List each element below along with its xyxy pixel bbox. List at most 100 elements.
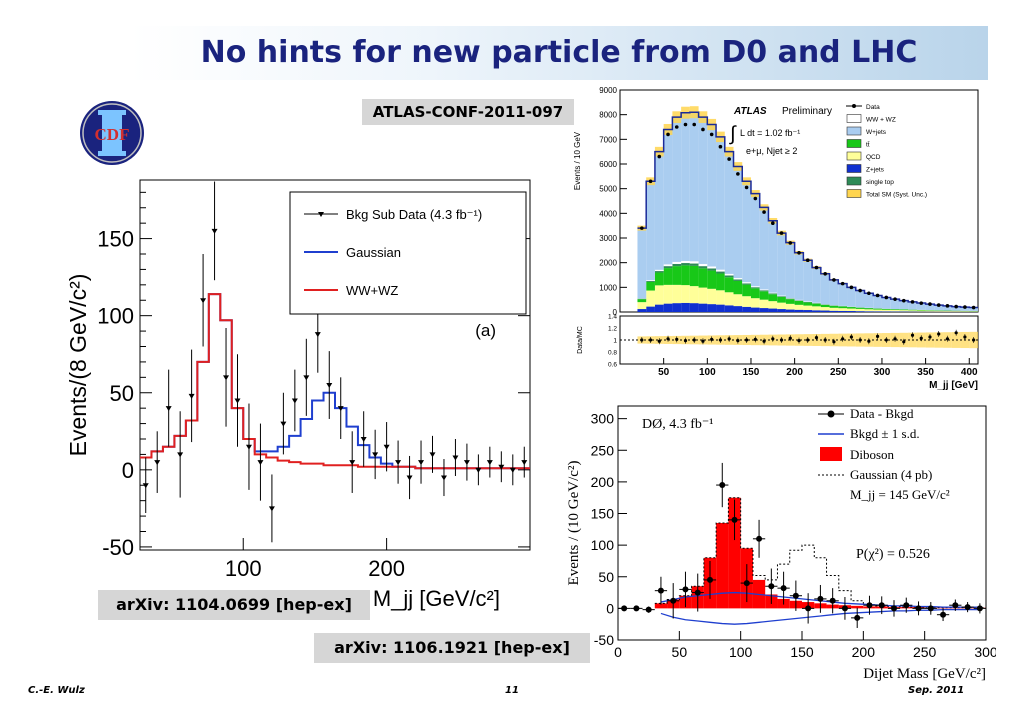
cdf-data-point [211, 228, 218, 234]
d0-data-point [927, 605, 934, 612]
atlas-ytick-label: 5000 [599, 185, 617, 194]
atlas-data-point [718, 144, 723, 149]
d0-data-point [645, 606, 652, 613]
cdf-data-point [360, 437, 367, 442]
atlas-ratio-ytick-label: 0.6 [608, 362, 617, 369]
atlas-data-point [919, 301, 924, 305]
atlas-stack-bar [759, 291, 769, 300]
cdf-data-point [200, 298, 207, 304]
atlas-stack-bar [873, 308, 882, 310]
atlas-stack-bar [698, 287, 708, 304]
atlas-stack-bar [681, 302, 690, 312]
atlas-stack-bar [707, 288, 717, 305]
d0-ytick-label: 100 [591, 537, 615, 553]
atlas-reference-label: ATLAS-CONF-2011-097 [362, 99, 574, 125]
atlas-stack-bar [716, 136, 725, 270]
cdf-ytick-label: 100 [97, 304, 134, 329]
cdf-data-point [509, 467, 516, 473]
atlas-stack-bar [689, 286, 699, 304]
atlas-stack-bar [951, 311, 961, 312]
cdf-chart: -50 0 50 100 150 100 200 Events/(8 GeV/c²) M_jj … [65, 179, 531, 611]
atlas-ratio-point [841, 337, 845, 341]
cdf-data-point [418, 460, 425, 466]
d0-data-point [829, 597, 836, 604]
atlas-legend-swatch [846, 164, 862, 173]
atlas-data-point [840, 281, 845, 286]
atlas-ratio-point [657, 339, 661, 343]
cdf-y-axis-label: Events/(8 GeV/c²) [65, 274, 91, 457]
atlas-stack-bar [785, 298, 795, 299]
atlas-data-point [805, 258, 810, 262]
atlas-ratio-point [928, 335, 932, 339]
atlas-stack-bar [794, 300, 804, 301]
atlas-stack-bar [698, 266, 708, 269]
atlas-legend-swatch [846, 126, 862, 136]
atlas-stack-bar [716, 271, 725, 274]
atlas-stack-bar [672, 303, 682, 312]
atlas-data-point [736, 172, 740, 176]
d0-legend-data-label: Data - Bkgd [850, 406, 914, 421]
atlas-ratio-point [937, 332, 941, 336]
atlas-stack-bar [881, 297, 891, 309]
d0-gaussian-series [654, 497, 986, 609]
atlas-data-point [648, 179, 653, 184]
atlas-ratio-point [779, 338, 784, 342]
logo-pillar-base [98, 151, 126, 156]
atlas-stack-bar [873, 311, 882, 312]
cdf-data-point [142, 483, 149, 489]
atlas-stack-bar [750, 287, 760, 289]
d0-data-point [915, 605, 922, 612]
atlas-stack-bar [733, 294, 743, 307]
d0-data-point [719, 482, 726, 489]
d0-ytick-label: 0 [606, 600, 614, 616]
atlas-stack-bar [943, 311, 952, 312]
d0-legend-diboson-label: Diboson [850, 447, 895, 462]
atlas-legend-swatch [846, 114, 862, 123]
atlas-stack-bar [716, 273, 725, 291]
atlas-stack-bar [925, 310, 935, 312]
atlas-stack-bar [908, 310, 917, 312]
d0-data-point [633, 605, 640, 612]
atlas-stack-bar [637, 299, 647, 303]
atlas-ratio-point [919, 336, 923, 340]
atlas-stack-bar [838, 306, 848, 309]
atlas-ytick-label: 7000 [599, 135, 617, 144]
atlas-stack-bar [768, 292, 778, 294]
d0-data-point [657, 587, 664, 594]
cdf-legend-gaussian-label: Gaussian [346, 245, 401, 260]
atlas-data-point [945, 304, 950, 308]
atlas-data-point [727, 157, 731, 161]
d0-data-point [694, 589, 701, 596]
d0-data-point [805, 605, 812, 612]
atlas-stack-bar [890, 309, 900, 312]
atlas-stack-bar [646, 181, 655, 281]
atlas-stack-bar [777, 302, 786, 310]
atlas-data-point [936, 303, 941, 307]
atlas-stack-bar [716, 269, 725, 272]
cdf-data-point [280, 421, 287, 427]
atlas-data-point [875, 293, 880, 298]
d0-y-axis-label: Events / (10 GeV/c²) [566, 461, 582, 586]
atlas-stack-bar [838, 283, 848, 306]
cdf-data-point [291, 398, 298, 404]
atlas-stack-bar [733, 306, 743, 312]
atlas-data-point [744, 185, 749, 190]
d0-xtick-label: 150 [790, 644, 814, 660]
atlas-stack-bar [654, 271, 664, 273]
cdf-data-point [268, 506, 275, 512]
atlas-ratio-point [849, 335, 853, 339]
atlas-legend-swatch [846, 189, 862, 198]
atlas-stack-bar [707, 268, 717, 271]
atlas-data-point [762, 210, 766, 214]
atlas-stack-bar [812, 310, 821, 312]
atlas-data-point [884, 295, 889, 300]
atlas-stack-bar [908, 309, 917, 311]
atlas-data-point [709, 132, 714, 137]
atlas-stack-bar [864, 309, 874, 312]
cdf-logo: CDF [80, 101, 144, 165]
atlas-stack-bar [672, 263, 682, 267]
d0-xtick-label: 50 [672, 644, 688, 660]
d0-data-point [731, 516, 738, 523]
atlas-stack-bar [681, 112, 690, 261]
